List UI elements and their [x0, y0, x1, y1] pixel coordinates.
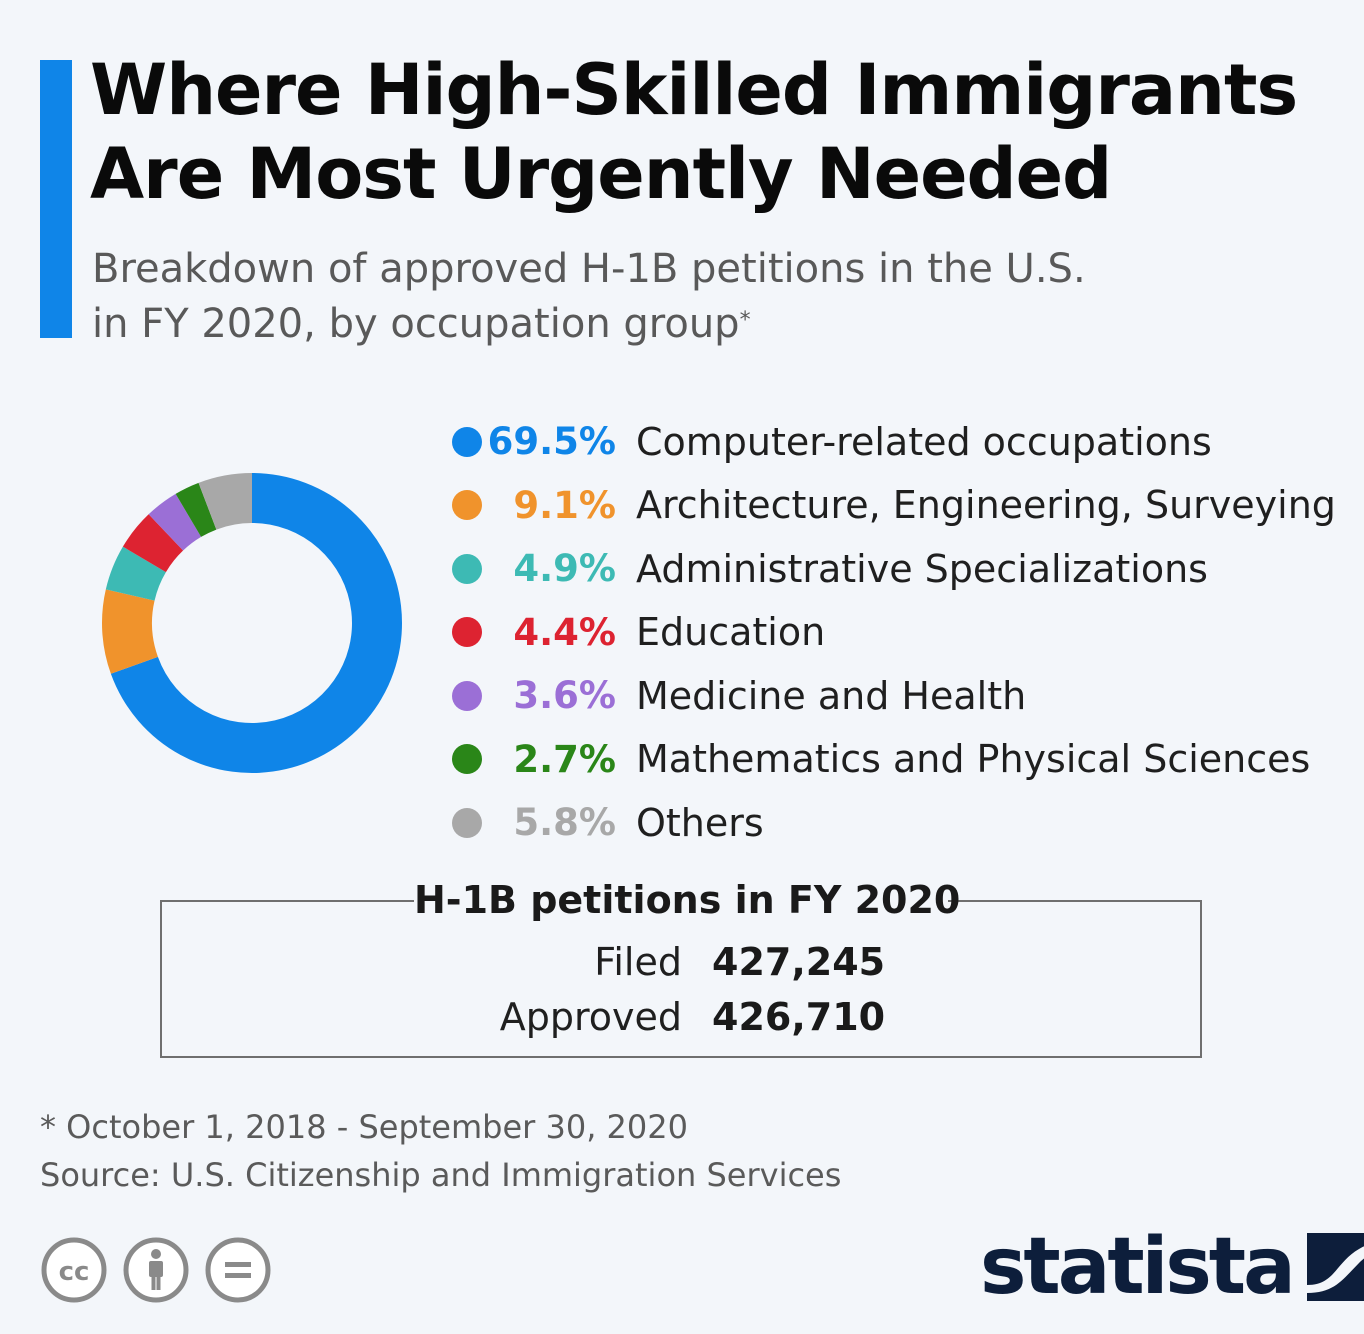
legend-dot-icon: [452, 680, 482, 711]
legend-value: 4.9%: [513, 547, 616, 591]
statista-logo[interactable]: statista: [980, 1222, 1364, 1312]
legend-label: Others: [636, 800, 764, 845]
donut-slice-1: [101, 589, 158, 674]
approved-label: Approved: [499, 995, 682, 1039]
chart-legend: 69.5% Computer-related occupations 9.1% Arc…: [452, 410, 1352, 855]
legend-label: Computer-related occupations: [636, 419, 1212, 464]
donut-slice-2: [105, 546, 166, 601]
legend-dot-icon: [452, 490, 482, 521]
box-top-border-right: [948, 900, 1202, 902]
legend-dot-icon: [452, 744, 482, 775]
filed-label: Filed: [594, 940, 682, 984]
legend-item: 69.5% Computer-related occupations: [452, 410, 1352, 474]
approved-row: Approved 426,710: [160, 995, 1202, 1045]
legend-value: 4.4%: [513, 610, 616, 654]
legend-label: Architecture, Engineering, Surveying: [636, 483, 1336, 528]
legend-dot-icon: [452, 617, 482, 648]
legend-item: 9.1% Architecture, Engineering, Surveying: [452, 474, 1352, 538]
legend-value: 9.1%: [513, 483, 616, 527]
legend-value: 5.8%: [513, 801, 616, 845]
legend-label: Administrative Specializations: [636, 546, 1208, 591]
legend-label: Education: [636, 610, 826, 655]
accent-bar: [40, 60, 72, 338]
attribution-icon[interactable]: [122, 1236, 190, 1304]
legend-value: 2.7%: [513, 737, 616, 781]
no-derivatives-icon[interactable]: [204, 1236, 272, 1304]
legend-value: 69.5%: [487, 420, 616, 464]
footnote: * October 1, 2018 - September 30, 2020: [40, 1108, 688, 1146]
chart-subtitle: Breakdown of approved H-1B petitions in …: [92, 242, 1292, 352]
legend-item: 4.4% Education: [452, 601, 1352, 665]
legend-item: 5.8% Others: [452, 791, 1352, 855]
legend-dot-icon: [452, 807, 482, 838]
license-icons: cc: [40, 1236, 272, 1304]
legend-dot-icon: [452, 553, 482, 584]
approved-value: 426,710: [712, 995, 886, 1039]
chart-title: Where High-Skilled Immigrants Are Most U…: [90, 48, 1350, 216]
box-top-border-left: [160, 900, 414, 902]
petitions-box-title: H-1B petitions in FY 2020: [414, 878, 961, 922]
donut-slice-3: [122, 514, 184, 573]
legend-item: 2.7% Mathematics and Physical Sciences: [452, 728, 1352, 792]
donut-slice-6: [198, 473, 252, 530]
legend-value: 3.6%: [513, 674, 616, 718]
title-line-1: Where High-Skilled Immigrants: [90, 49, 1298, 131]
cc-icon[interactable]: cc: [40, 1236, 108, 1304]
filed-row: Filed 427,245: [160, 940, 1202, 990]
donut-slice-4: [148, 493, 202, 551]
donut-slice-5: [175, 482, 217, 537]
donut-slice-0: [110, 473, 403, 773]
title-line-2: Are Most Urgently Needed: [90, 133, 1112, 215]
filed-value: 427,245: [712, 940, 886, 984]
statista-mark-icon: [1306, 1233, 1364, 1301]
legend-label: Medicine and Health: [636, 673, 1027, 718]
subtitle-line-2-text: in FY 2020, by occupation group: [92, 301, 740, 347]
petitions-box: [160, 900, 1202, 1058]
subtitle-line-1: Breakdown of approved H-1B petitions in …: [92, 246, 1086, 292]
donut-chart: [101, 473, 403, 773]
legend-dot-icon: [452, 426, 482, 457]
svg-text:cc: cc: [59, 1257, 90, 1287]
subtitle-footnote-marker: *: [739, 308, 751, 333]
subtitle-line-2: in FY 2020, by occupation group*: [92, 297, 1292, 352]
source-note: Source: U.S. Citizenship and Immigration…: [40, 1156, 842, 1194]
legend-item: 4.9% Administrative Specializations: [452, 537, 1352, 601]
legend-item: 3.6% Medicine and Health: [452, 664, 1352, 728]
legend-label: Mathematics and Physical Sciences: [636, 737, 1311, 782]
brand-name: statista: [980, 1222, 1296, 1312]
